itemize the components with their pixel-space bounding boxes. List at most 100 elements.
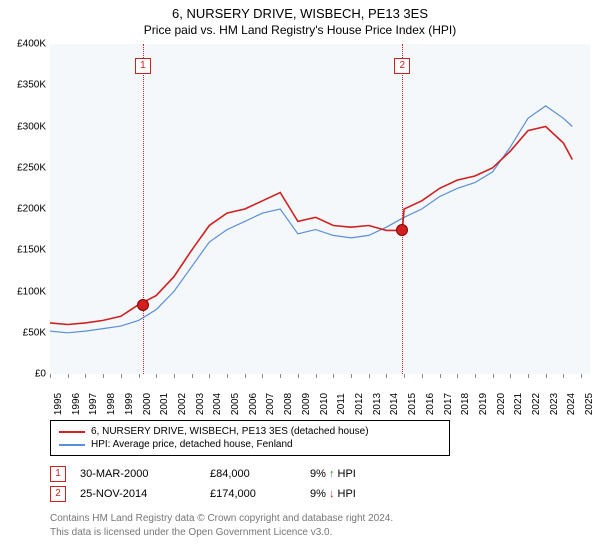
sale-marker-line — [402, 44, 403, 374]
sale-tag: HPI — [338, 468, 356, 480]
y-tick-label: £300K — [17, 121, 46, 132]
x-tick-label: 2005 — [230, 393, 241, 415]
x-tick — [209, 374, 210, 378]
x-tick-label: 2007 — [265, 393, 276, 415]
footer-line-1: Contains HM Land Registry data © Crown c… — [50, 512, 393, 526]
y-tick-label: £350K — [17, 80, 46, 91]
x-tick-label: 2011 — [336, 393, 347, 415]
x-tick — [192, 374, 193, 378]
x-tick — [440, 374, 441, 378]
plot-area — [50, 44, 590, 374]
legend-label: HPI: Average price, detached house, Fenl… — [91, 439, 293, 450]
x-tick — [85, 374, 86, 378]
sale-marker-badge: 2 — [394, 58, 410, 74]
x-tick — [139, 374, 140, 378]
sale-price: £84,000 — [210, 468, 310, 480]
x-tick — [50, 374, 51, 378]
sale-marker-badge: 1 — [135, 58, 151, 74]
x-tick — [351, 374, 352, 378]
x-tick-label: 1997 — [88, 393, 99, 415]
legend-label: 6, NURSERY DRIVE, WISBECH, PE13 3ES (det… — [91, 426, 369, 437]
sales-row: 1 30-MAR-2000£84,0009% ↑ HPI — [50, 464, 370, 484]
y-tick-label: £0 — [35, 369, 46, 380]
x-tick — [316, 374, 317, 378]
x-tick-label: 1998 — [106, 393, 117, 415]
x-tick-label: 2016 — [425, 393, 436, 415]
sale-dot — [137, 299, 149, 311]
sale-tag: HPI — [338, 488, 356, 500]
x-tick — [528, 374, 529, 378]
trend-arrow-icon: ↑ — [329, 468, 335, 480]
legend-swatch — [59, 431, 85, 433]
x-tick — [298, 374, 299, 378]
y-tick-label: £400K — [17, 39, 46, 50]
sale-date: 25-NOV-2014 — [80, 488, 210, 500]
legend: 6, NURSERY DRIVE, WISBECH, PE13 3ES (det… — [50, 420, 450, 456]
x-tick — [262, 374, 263, 378]
x-tick — [457, 374, 458, 378]
x-tick-label: 2020 — [496, 393, 507, 415]
x-tick — [174, 374, 175, 378]
line-series — [50, 44, 590, 374]
x-tick-label: 1995 — [53, 393, 64, 415]
x-tick — [493, 374, 494, 378]
trend-arrow-icon: ↓ — [329, 488, 335, 500]
x-tick — [245, 374, 246, 378]
chart-container: 6, NURSERY DRIVE, WISBECH, PE13 3ES Pric… — [0, 0, 600, 560]
x-tick — [103, 374, 104, 378]
x-tick-label: 2022 — [531, 393, 542, 415]
x-tick-label: 2017 — [443, 393, 454, 415]
x-tick-label: 2023 — [549, 393, 560, 415]
y-axis: £0£50K£100K£150K£200K£250K£300K£350K£400… — [0, 44, 50, 374]
x-tick-label: 2006 — [248, 393, 259, 415]
x-tick — [121, 374, 122, 378]
x-tick-label: 2001 — [159, 393, 170, 415]
sale-dot — [396, 224, 408, 236]
x-tick — [422, 374, 423, 378]
x-tick — [227, 374, 228, 378]
x-tick-label: 2000 — [142, 393, 153, 415]
x-tick-label: 2012 — [354, 393, 365, 415]
x-tick-label: 2021 — [513, 393, 524, 415]
x-tick-label: 2009 — [301, 393, 312, 415]
x-tick-label: 2010 — [319, 393, 330, 415]
x-tick — [510, 374, 511, 378]
sale-date: 30-MAR-2000 — [80, 468, 210, 480]
x-tick — [581, 374, 582, 378]
sale-id-badge: 1 — [50, 466, 66, 482]
x-tick — [156, 374, 157, 378]
x-tick-label: 2004 — [212, 393, 223, 415]
x-tick — [563, 374, 564, 378]
x-tick-label: 1999 — [124, 393, 135, 415]
legend-item: HPI: Average price, detached house, Fenl… — [59, 438, 441, 451]
y-tick-label: £50K — [23, 327, 46, 338]
x-tick-label: 2025 — [584, 393, 595, 415]
sale-pct: 9% ↓ HPI — [310, 488, 370, 500]
sales-table: 1 30-MAR-2000£84,0009% ↑ HPI 2 25-NOV-2014£… — [50, 464, 370, 504]
chart-title: 6, NURSERY DRIVE, WISBECH, PE13 3ES — [0, 0, 600, 21]
x-tick — [68, 374, 69, 378]
footer: Contains HM Land Registry data © Crown c… — [50, 512, 393, 539]
sale-pct: 9% ↑ HPI — [310, 468, 370, 480]
sale-price: £174,000 — [210, 488, 310, 500]
y-tick-label: £200K — [17, 204, 46, 215]
series-line — [50, 127, 572, 325]
x-tick — [333, 374, 334, 378]
y-tick-label: £100K — [17, 286, 46, 297]
series-line — [50, 106, 572, 333]
x-tick — [386, 374, 387, 378]
x-tick-label: 2008 — [283, 393, 294, 415]
y-tick-label: £150K — [17, 245, 46, 256]
x-tick-label: 2013 — [372, 393, 383, 415]
x-tick-label: 2015 — [407, 393, 418, 415]
x-tick-label: 1996 — [71, 393, 82, 415]
x-tick-label: 2014 — [389, 393, 400, 415]
legend-item: 6, NURSERY DRIVE, WISBECH, PE13 3ES (det… — [59, 425, 441, 438]
x-tick — [546, 374, 547, 378]
x-tick — [369, 374, 370, 378]
x-tick — [475, 374, 476, 378]
sales-row: 2 25-NOV-2014£174,0009% ↓ HPI — [50, 484, 370, 504]
x-tick-label: 2019 — [478, 393, 489, 415]
x-tick — [404, 374, 405, 378]
sale-id-badge: 2 — [50, 486, 66, 502]
